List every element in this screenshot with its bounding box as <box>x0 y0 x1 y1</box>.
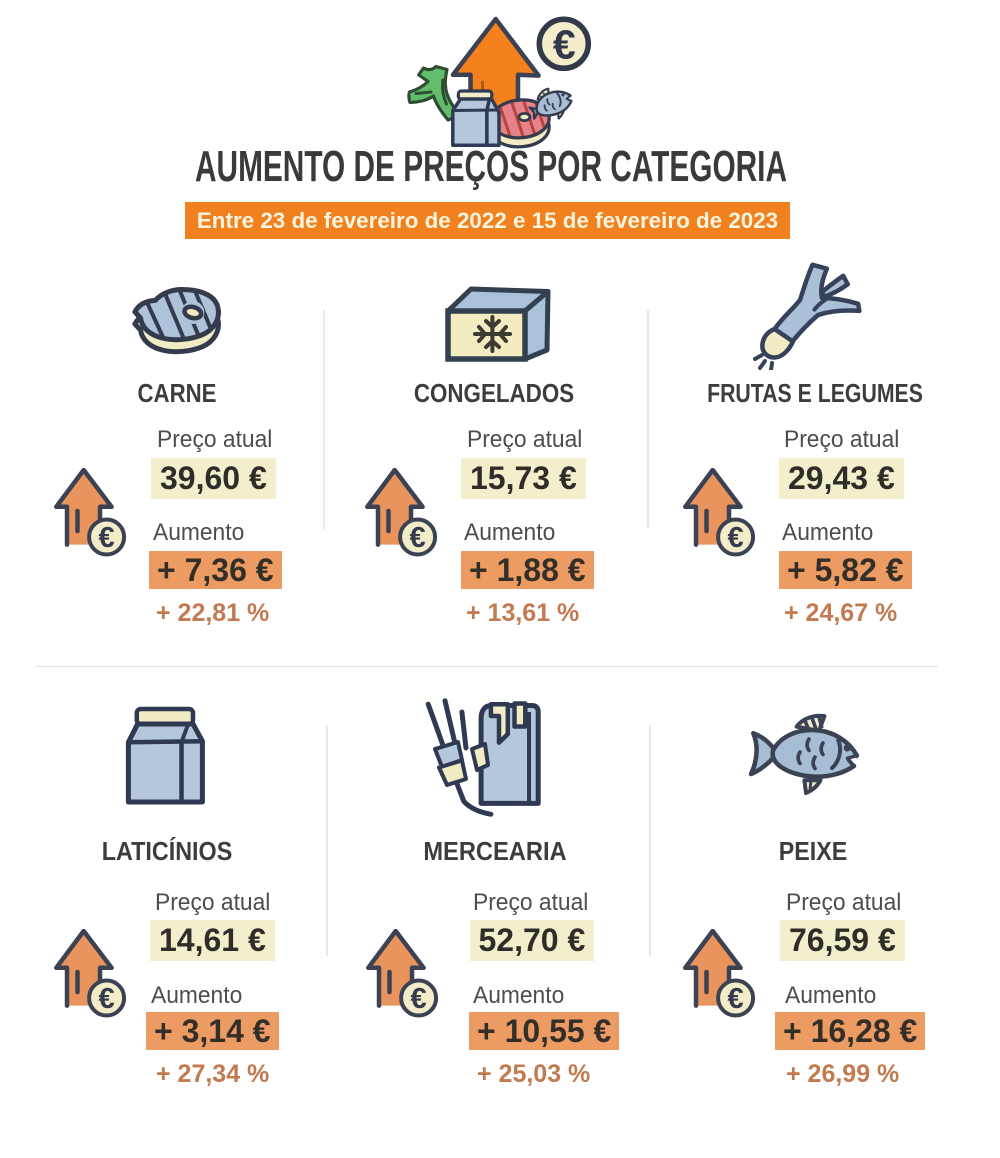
svg-text:€: € <box>553 22 576 68</box>
